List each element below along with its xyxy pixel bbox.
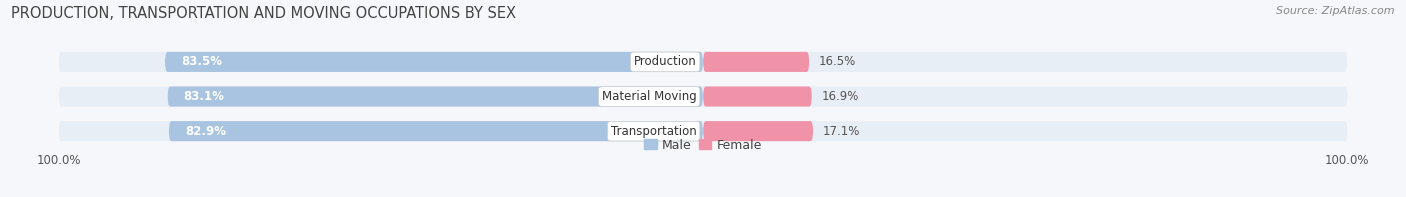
FancyBboxPatch shape bbox=[169, 121, 703, 141]
Text: Production: Production bbox=[634, 55, 696, 68]
FancyBboxPatch shape bbox=[59, 86, 1347, 107]
FancyBboxPatch shape bbox=[59, 52, 1347, 72]
Text: 16.9%: 16.9% bbox=[821, 90, 859, 103]
Text: Material Moving: Material Moving bbox=[602, 90, 696, 103]
Text: 83.5%: 83.5% bbox=[181, 55, 222, 68]
FancyBboxPatch shape bbox=[165, 52, 703, 72]
Text: 100.0%: 100.0% bbox=[37, 154, 80, 167]
FancyBboxPatch shape bbox=[703, 121, 813, 141]
Text: 100.0%: 100.0% bbox=[1326, 154, 1369, 167]
Text: 83.1%: 83.1% bbox=[184, 90, 225, 103]
Text: 82.9%: 82.9% bbox=[184, 125, 226, 138]
Text: Transportation: Transportation bbox=[610, 125, 696, 138]
Text: 16.5%: 16.5% bbox=[818, 55, 856, 68]
Legend: Male, Female: Male, Female bbox=[640, 134, 766, 157]
Text: 17.1%: 17.1% bbox=[823, 125, 860, 138]
FancyBboxPatch shape bbox=[703, 52, 810, 72]
Text: PRODUCTION, TRANSPORTATION AND MOVING OCCUPATIONS BY SEX: PRODUCTION, TRANSPORTATION AND MOVING OC… bbox=[11, 6, 516, 21]
FancyBboxPatch shape bbox=[59, 121, 1347, 141]
FancyBboxPatch shape bbox=[703, 86, 811, 107]
Text: Source: ZipAtlas.com: Source: ZipAtlas.com bbox=[1277, 6, 1395, 16]
FancyBboxPatch shape bbox=[167, 86, 703, 107]
